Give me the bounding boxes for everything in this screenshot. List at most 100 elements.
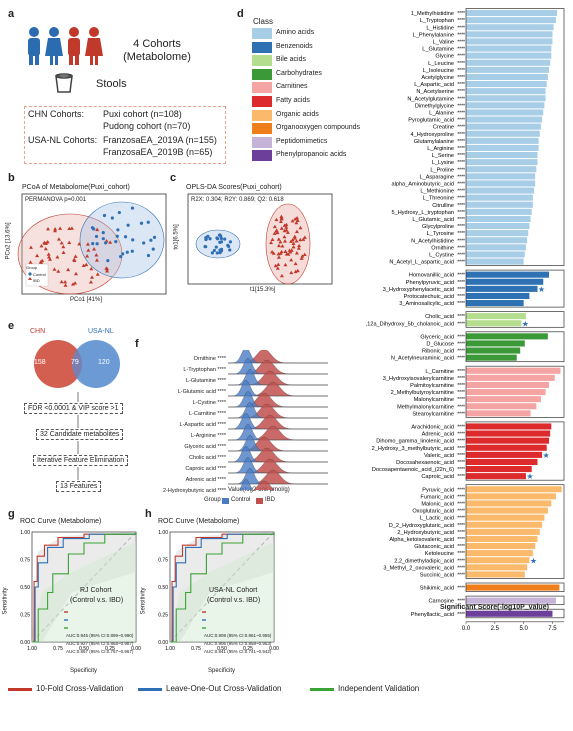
bar	[466, 507, 548, 514]
bar-label: Citrulline	[432, 203, 454, 209]
bar-sig: ****	[457, 460, 465, 466]
roc-h-auc-1: AUC:0.908 (95% CI:0.861~0.955)	[204, 633, 272, 638]
bar	[466, 173, 536, 180]
bar-sig: ****	[457, 132, 465, 138]
roc-y-tick: 1.00	[20, 530, 30, 536]
roc-y-tick: 0.00	[158, 640, 168, 646]
ibd-point	[63, 279, 68, 284]
bar	[466, 109, 544, 116]
bar	[466, 367, 561, 374]
ibd-point	[45, 240, 50, 244]
bar	[466, 444, 547, 451]
ibd-point	[272, 231, 277, 235]
pcoa-title: PCoA of Metabolome(Puxi_cohort)	[22, 184, 130, 191]
control-point	[123, 235, 128, 239]
control-point	[130, 206, 135, 210]
bar	[466, 389, 546, 396]
control-point	[228, 240, 232, 244]
bar	[466, 66, 550, 73]
ibd-point	[295, 218, 300, 223]
venn-count-shared: 79	[71, 359, 79, 366]
ibd-point	[279, 273, 284, 278]
bar-label: Creatine	[433, 125, 454, 131]
pipeline-step-ife: Iterative Feature Elimination	[33, 455, 129, 466]
bar-sig: ****	[457, 54, 465, 60]
bar-sig: ****	[457, 273, 465, 279]
ibd-point	[274, 217, 279, 222]
class-legend-item: Peptidomimetics	[252, 136, 370, 149]
ibd-point	[67, 226, 72, 230]
roc-y-tick: 0.75	[20, 558, 30, 564]
bar-label: N_Acetyl_L_aspartic_acid	[389, 260, 454, 266]
bar-label: L_Carnitine	[425, 369, 454, 375]
panel-label-g: g	[8, 508, 15, 520]
bar	[466, 166, 537, 173]
bar-sig: ****	[457, 467, 465, 473]
bar	[466, 610, 553, 617]
bar-label: L_Alanine	[429, 111, 454, 117]
roc-g-plot: 1.00 0.75 0.50 0.25 0.001.000.750.500.250.00	[20, 530, 141, 652]
ridge-legend-ibd: IBD	[265, 497, 276, 503]
control-point	[110, 216, 114, 220]
bar-label: 3_Hydroxyisovalerylcarnitine	[383, 376, 454, 382]
ibd-point	[289, 270, 294, 275]
bar	[466, 521, 543, 528]
bar	[466, 271, 550, 278]
ridge-legend-control-swatch	[222, 498, 229, 504]
oplsda-title: OPLS-DA Scores(Puxi_cohort)	[186, 184, 282, 191]
bar-group-frame	[465, 484, 565, 579]
bar	[466, 500, 552, 507]
bar	[466, 333, 548, 340]
ibd-point	[89, 266, 94, 271]
ridge-control	[228, 379, 328, 397]
control-point	[215, 237, 220, 241]
bar-x-tick-label: 7.5	[548, 626, 557, 632]
bar-sig: ****	[457, 68, 465, 74]
bar	[466, 251, 525, 258]
ibd-point	[276, 243, 281, 248]
roc-curve	[32, 532, 137, 643]
roc-x-tick: 0.25	[105, 646, 115, 652]
bar-sig: ****	[457, 89, 465, 95]
ibd-point	[58, 226, 63, 230]
panel-label-c: c	[170, 172, 177, 184]
bar-sig: ****	[457, 432, 465, 438]
bar-label: Malonic_acid	[421, 502, 454, 508]
class-legend-item: Benzenoids	[252, 41, 370, 54]
bar-label: Glutaconic_acid	[414, 544, 454, 550]
class-legend-swatch	[252, 96, 272, 107]
ibd-point	[105, 269, 110, 273]
bar-sig: ****	[457, 446, 465, 452]
bar-label: Phenyllactic_acid	[411, 612, 454, 618]
bar-sig: ****	[457, 314, 465, 320]
bar	[466, 215, 531, 222]
ibd-point	[283, 262, 288, 267]
bar-label: L_Tryptophan	[420, 18, 454, 24]
ridge-curves	[228, 350, 328, 490]
roc-g-cohort: RJ Cohort	[80, 587, 112, 594]
class-legend-item: Carbohydrates	[252, 68, 370, 81]
bar-sig: ****	[457, 253, 465, 259]
ibd-point	[28, 245, 33, 249]
bar	[466, 159, 538, 166]
ibd-point	[90, 275, 95, 279]
bar	[466, 347, 521, 354]
roc-x-tick: 0.25	[243, 646, 253, 652]
bar-label: 1_Methylhistidine	[411, 11, 454, 17]
bar-label: Adrenic_acid	[422, 432, 454, 438]
ibd-point	[275, 266, 280, 270]
bar-label: 2_Methylbutyroylcarnitine	[391, 390, 454, 396]
ridge-row-label: Caproic acid ****	[185, 466, 226, 472]
ibd-point	[284, 225, 289, 229]
bar-label: N_Acetylhistidine	[411, 238, 454, 244]
ridge-row-label: L-Arginine ****	[190, 433, 226, 439]
ibd-point	[46, 252, 51, 256]
class-legend-label: Organic acids	[276, 110, 319, 118]
bar-label: alpha_Aminobutyric_acid	[391, 182, 454, 188]
panel-label-f: f	[135, 338, 139, 350]
ridge-row-label: L-Tryptophan ****	[183, 367, 226, 373]
ridge-control	[228, 368, 328, 386]
panel-label-b: b	[8, 172, 15, 184]
bar-sig: ****	[457, 217, 465, 223]
chn-cohort-2: Pudong cohort (n=70)	[103, 121, 191, 131]
